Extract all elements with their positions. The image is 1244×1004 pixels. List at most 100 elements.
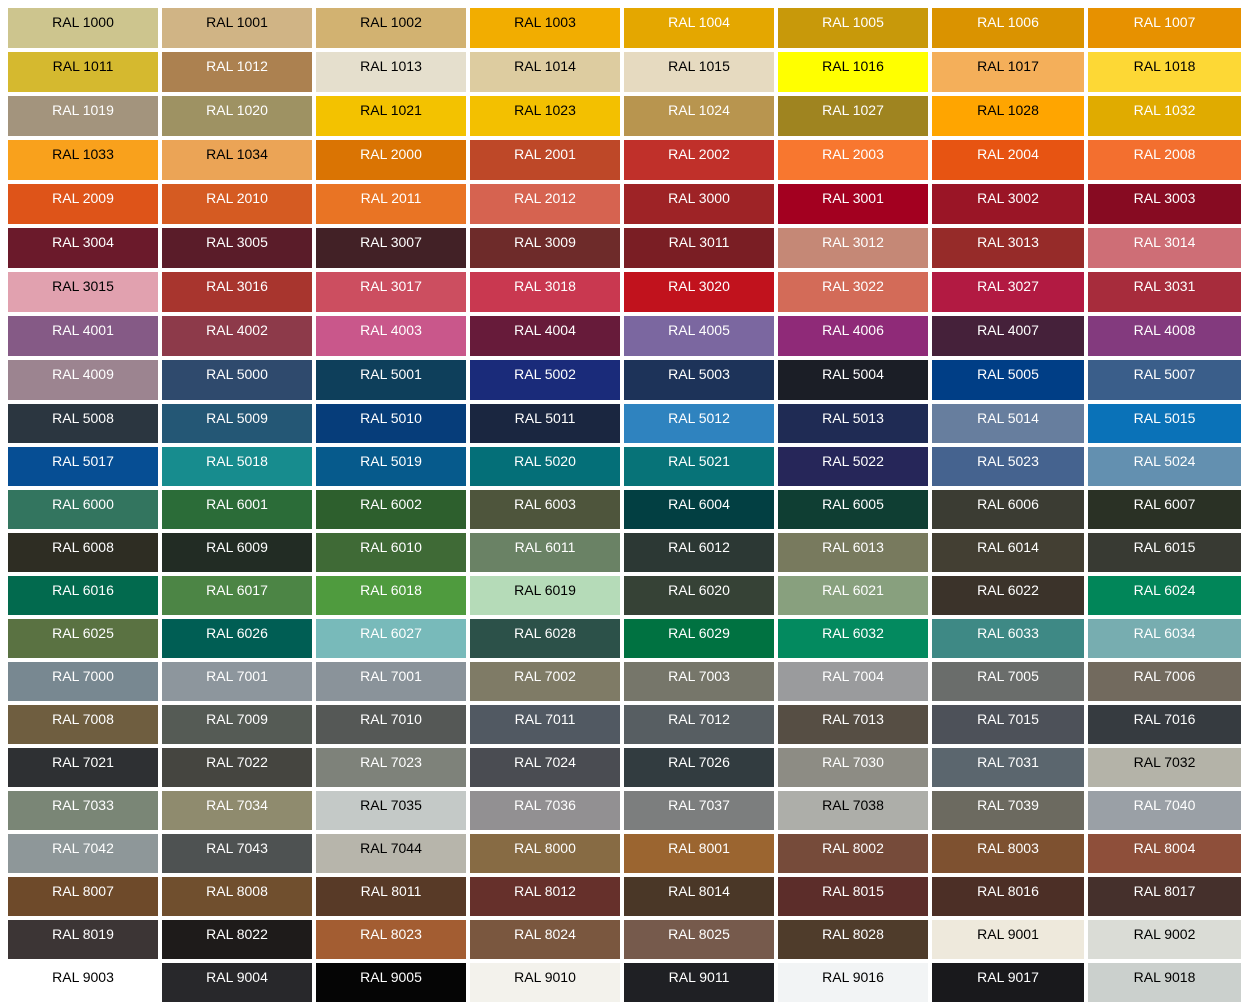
color-swatch-ral-1034[interactable]: RAL 1034 [162, 140, 312, 180]
color-swatch-ral-8008[interactable]: RAL 8008 [162, 877, 312, 916]
color-swatch-ral-3000[interactable]: RAL 3000 [624, 184, 774, 224]
color-swatch-ral-5002[interactable]: RAL 5002 [470, 360, 620, 400]
color-swatch-ral-7000[interactable]: RAL 7000 [8, 662, 158, 701]
color-swatch-ral-6018[interactable]: RAL 6018 [316, 576, 466, 615]
color-swatch-ral-7003[interactable]: RAL 7003 [624, 662, 774, 701]
color-swatch-ral-8007[interactable]: RAL 8007 [8, 877, 158, 916]
color-swatch-ral-7008[interactable]: RAL 7008 [8, 705, 158, 744]
color-swatch-ral-7037[interactable]: RAL 7037 [624, 791, 774, 830]
color-swatch-ral-7006[interactable]: RAL 7006 [1088, 662, 1241, 701]
color-swatch-ral-3027[interactable]: RAL 3027 [932, 272, 1084, 312]
color-swatch-ral-1023[interactable]: RAL 1023 [470, 96, 620, 136]
color-swatch-ral-6029[interactable]: RAL 6029 [624, 619, 774, 658]
color-swatch-ral-5019[interactable]: RAL 5019 [316, 447, 466, 486]
color-swatch-ral-1018[interactable]: RAL 1018 [1088, 52, 1241, 92]
color-swatch-ral-6010[interactable]: RAL 6010 [316, 533, 466, 572]
color-swatch-ral-6016[interactable]: RAL 6016 [8, 576, 158, 615]
color-swatch-ral-6001[interactable]: RAL 6001 [162, 490, 312, 529]
color-swatch-ral-5003[interactable]: RAL 5003 [624, 360, 774, 400]
color-swatch-ral-7011[interactable]: RAL 7011 [470, 705, 620, 744]
color-swatch-ral-5015[interactable]: RAL 5015 [1088, 404, 1241, 443]
color-swatch-ral-5014[interactable]: RAL 5014 [932, 404, 1084, 443]
color-swatch-ral-6004[interactable]: RAL 6004 [624, 490, 774, 529]
color-swatch-ral-6000[interactable]: RAL 6000 [8, 490, 158, 529]
color-swatch-ral-7024[interactable]: RAL 7024 [470, 748, 620, 787]
color-swatch-ral-8004[interactable]: RAL 8004 [1088, 834, 1241, 873]
color-swatch-ral-3005[interactable]: RAL 3005 [162, 228, 312, 268]
color-swatch-ral-2001[interactable]: RAL 2001 [470, 140, 620, 180]
color-swatch-ral-7021[interactable]: RAL 7021 [8, 748, 158, 787]
color-swatch-ral-6013[interactable]: RAL 6013 [778, 533, 928, 572]
color-swatch-ral-9017[interactable]: RAL 9017 [932, 963, 1084, 1002]
color-swatch-ral-7032[interactable]: RAL 7032 [1088, 748, 1241, 787]
color-swatch-ral-6003[interactable]: RAL 6003 [470, 490, 620, 529]
color-swatch-ral-2008[interactable]: RAL 2008 [1088, 140, 1241, 180]
color-swatch-ral-7039[interactable]: RAL 7039 [932, 791, 1084, 830]
color-swatch-ral-5011[interactable]: RAL 5011 [470, 404, 620, 443]
color-swatch-ral-9016[interactable]: RAL 9016 [778, 963, 928, 1002]
color-swatch-ral-1028[interactable]: RAL 1028 [932, 96, 1084, 136]
color-swatch-ral-7038[interactable]: RAL 7038 [778, 791, 928, 830]
color-swatch-ral-1024[interactable]: RAL 1024 [624, 96, 774, 136]
color-swatch-ral-4001[interactable]: RAL 4001 [8, 316, 158, 356]
color-swatch-ral-1027[interactable]: RAL 1027 [778, 96, 928, 136]
color-swatch-ral-9001[interactable]: RAL 9001 [932, 920, 1084, 959]
color-swatch-ral-1015[interactable]: RAL 1015 [624, 52, 774, 92]
color-swatch-ral-4002[interactable]: RAL 4002 [162, 316, 312, 356]
color-swatch-ral-8019[interactable]: RAL 8019 [8, 920, 158, 959]
color-swatch-ral-5000[interactable]: RAL 5000 [162, 360, 312, 400]
color-swatch-ral-7015[interactable]: RAL 7015 [932, 705, 1084, 744]
color-swatch-ral-7036[interactable]: RAL 7036 [470, 791, 620, 830]
color-swatch-ral-8012[interactable]: RAL 8012 [470, 877, 620, 916]
color-swatch-ral-4009[interactable]: RAL 4009 [8, 360, 158, 400]
color-swatch-ral-5008[interactable]: RAL 5008 [8, 404, 158, 443]
color-swatch-ral-3015[interactable]: RAL 3015 [8, 272, 158, 312]
color-swatch-ral-9002[interactable]: RAL 9002 [1088, 920, 1241, 959]
color-swatch-ral-8023[interactable]: RAL 8023 [316, 920, 466, 959]
color-swatch-ral-7040[interactable]: RAL 7040 [1088, 791, 1241, 830]
color-swatch-ral-6007[interactable]: RAL 6007 [1088, 490, 1241, 529]
color-swatch-ral-4006[interactable]: RAL 4006 [778, 316, 928, 356]
color-swatch-ral-9011[interactable]: RAL 9011 [624, 963, 774, 1002]
color-swatch-ral-1006[interactable]: RAL 1006 [932, 8, 1084, 48]
color-swatch-ral-5001[interactable]: RAL 5001 [316, 360, 466, 400]
color-swatch-ral-8000[interactable]: RAL 8000 [470, 834, 620, 873]
color-swatch-ral-1004[interactable]: RAL 1004 [624, 8, 774, 48]
color-swatch-ral-6019[interactable]: RAL 6019 [470, 576, 620, 615]
color-swatch-ral-6028[interactable]: RAL 6028 [470, 619, 620, 658]
color-swatch-ral-8022[interactable]: RAL 8022 [162, 920, 312, 959]
color-swatch-ral-5021[interactable]: RAL 5021 [624, 447, 774, 486]
color-swatch-ral-1005[interactable]: RAL 1005 [778, 8, 928, 48]
color-swatch-ral-3012[interactable]: RAL 3012 [778, 228, 928, 268]
color-swatch-ral-7005[interactable]: RAL 7005 [932, 662, 1084, 701]
color-swatch-ral-5013[interactable]: RAL 5013 [778, 404, 928, 443]
color-swatch-ral-5012[interactable]: RAL 5012 [624, 404, 774, 443]
color-swatch-ral-1020[interactable]: RAL 1020 [162, 96, 312, 136]
color-swatch-ral-6014[interactable]: RAL 6014 [932, 533, 1084, 572]
color-swatch-ral-7022[interactable]: RAL 7022 [162, 748, 312, 787]
color-swatch-ral-6006[interactable]: RAL 6006 [932, 490, 1084, 529]
color-swatch-ral-7043[interactable]: RAL 7043 [162, 834, 312, 873]
color-swatch-ral-1016[interactable]: RAL 1016 [778, 52, 928, 92]
color-swatch-ral-7031[interactable]: RAL 7031 [932, 748, 1084, 787]
color-swatch-ral-8003[interactable]: RAL 8003 [932, 834, 1084, 873]
color-swatch-ral-6034[interactable]: RAL 6034 [1088, 619, 1241, 658]
color-swatch-ral-6017[interactable]: RAL 6017 [162, 576, 312, 615]
color-swatch-ral-7002[interactable]: RAL 7002 [470, 662, 620, 701]
color-swatch-ral-7034[interactable]: RAL 7034 [162, 791, 312, 830]
color-swatch-ral-6015[interactable]: RAL 6015 [1088, 533, 1241, 572]
color-swatch-ral-7001[interactable]: RAL 7001 [162, 662, 312, 701]
color-swatch-ral-8015[interactable]: RAL 8015 [778, 877, 928, 916]
color-swatch-ral-2002[interactable]: RAL 2002 [624, 140, 774, 180]
color-swatch-ral-2012[interactable]: RAL 2012 [470, 184, 620, 224]
color-swatch-ral-3017[interactable]: RAL 3017 [316, 272, 466, 312]
color-swatch-ral-7035[interactable]: RAL 7035 [316, 791, 466, 830]
color-swatch-ral-8002[interactable]: RAL 8002 [778, 834, 928, 873]
color-swatch-ral-5009[interactable]: RAL 5009 [162, 404, 312, 443]
color-swatch-ral-1001[interactable]: RAL 1001 [162, 8, 312, 48]
color-swatch-ral-1019[interactable]: RAL 1019 [8, 96, 158, 136]
color-swatch-ral-7044[interactable]: RAL 7044 [316, 834, 466, 873]
color-swatch-ral-5023[interactable]: RAL 5023 [932, 447, 1084, 486]
color-swatch-ral-3018[interactable]: RAL 3018 [470, 272, 620, 312]
color-swatch-ral-8017[interactable]: RAL 8017 [1088, 877, 1241, 916]
